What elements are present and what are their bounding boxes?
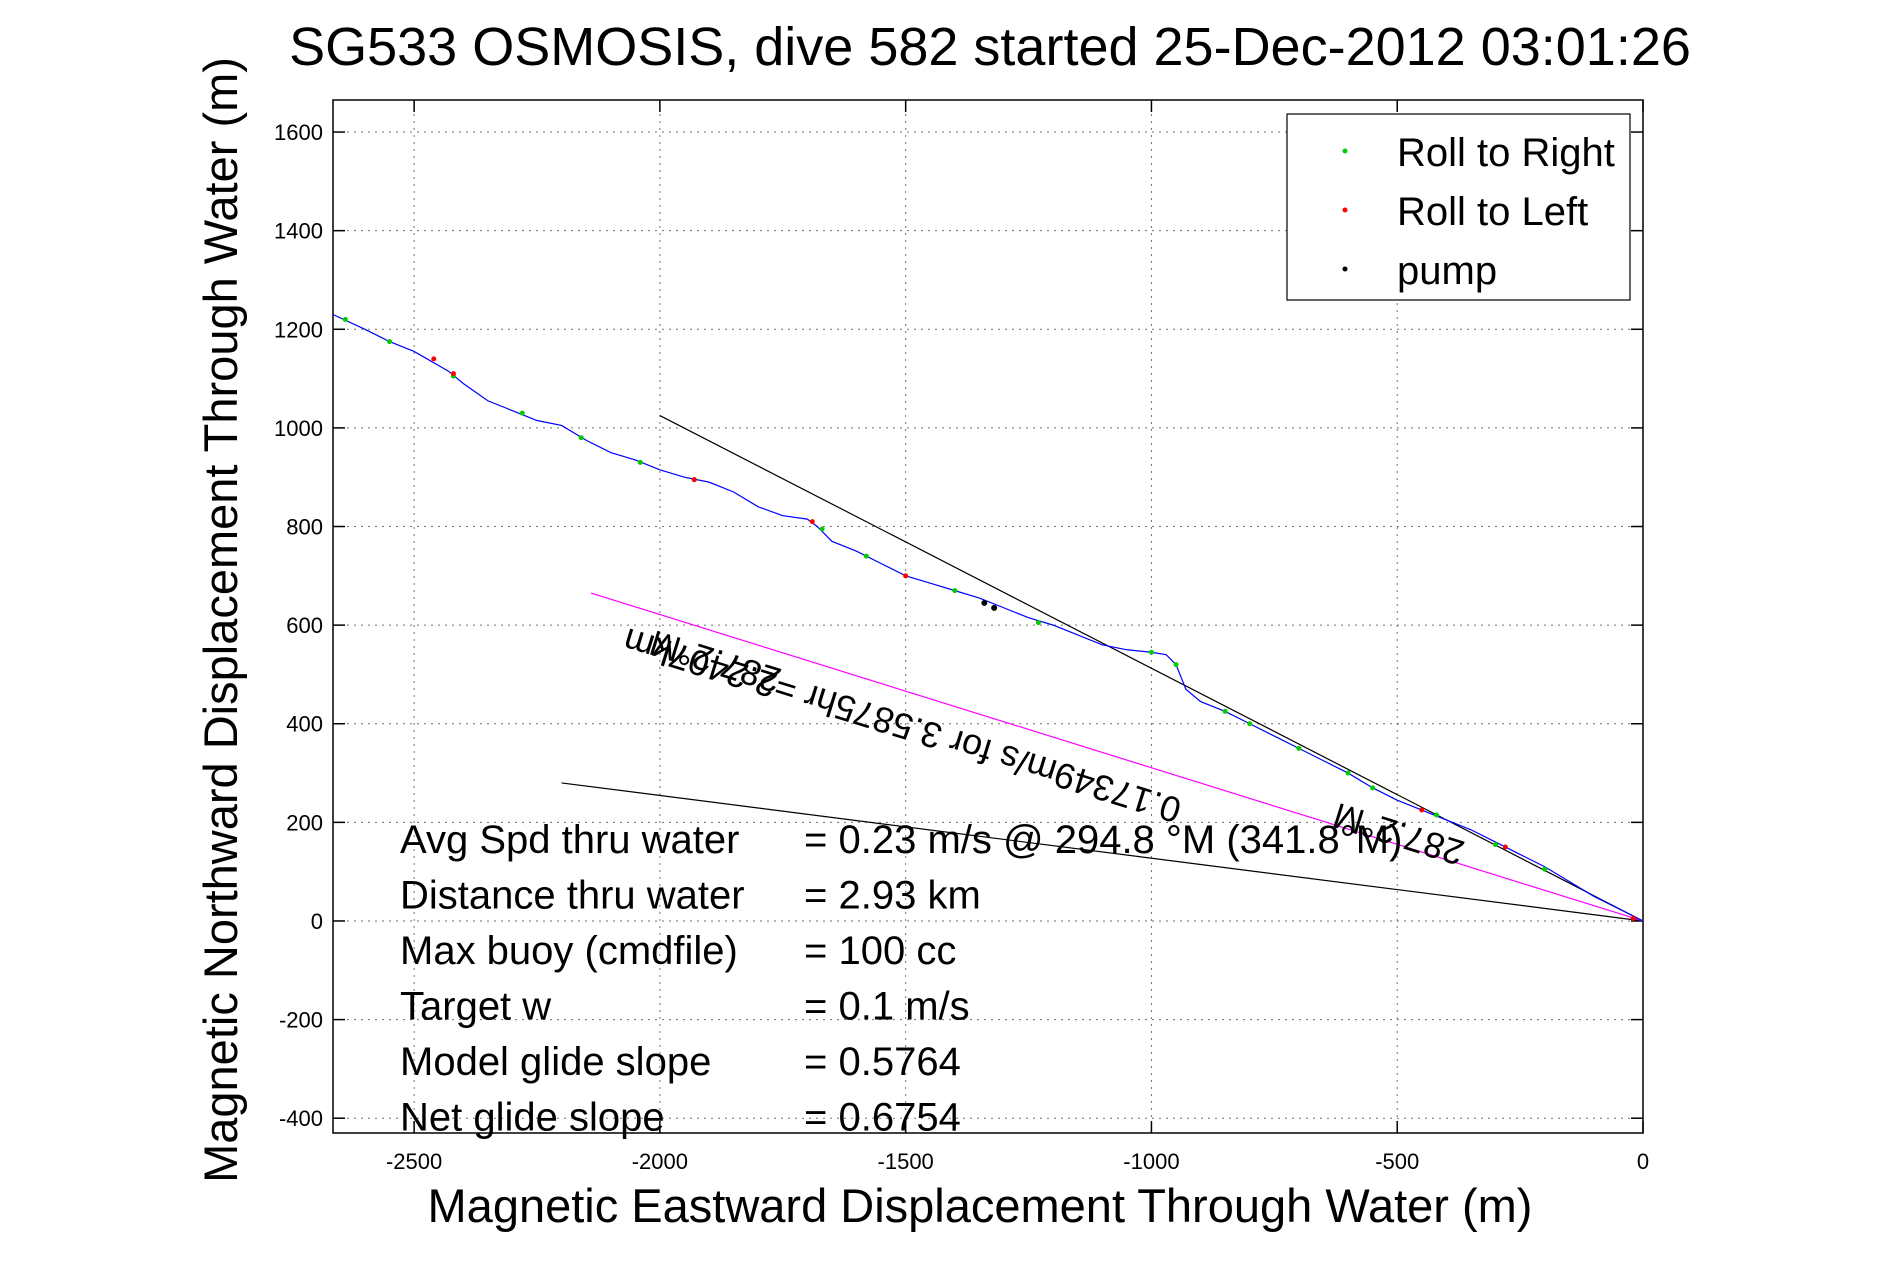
- info-label: Net glide slope: [400, 1096, 665, 1140]
- roll-right-point: [863, 553, 869, 559]
- y-tick-label: -200: [279, 1008, 323, 1033]
- x-tick-label: -500: [1375, 1149, 1419, 1174]
- legend: Roll to Right Roll to Left pump: [1286, 113, 1631, 301]
- x-tick-label: -1000: [1123, 1149, 1179, 1174]
- roll-right-point: [1370, 785, 1376, 791]
- roll-right-point: [1247, 721, 1253, 727]
- legend-label: Roll to Left: [1397, 190, 1588, 234]
- roll-right-point: [342, 316, 348, 322]
- roll-right-point: [1542, 866, 1548, 872]
- roll-right-point: [637, 459, 643, 465]
- info-label: Model glide slope: [400, 1040, 711, 1084]
- roll-left-point: [1502, 844, 1508, 850]
- roll-right-point: [1345, 770, 1351, 776]
- roll-right-point: [1493, 842, 1499, 848]
- roll-left-point: [1419, 807, 1425, 813]
- roll-right-point: [578, 435, 584, 441]
- track-line: [332, 313, 1644, 922]
- roll-right-point: [1173, 662, 1179, 668]
- x-tick-label: -1500: [878, 1149, 934, 1174]
- roll-left-point: [903, 573, 909, 579]
- y-tick-label: 600: [286, 613, 323, 638]
- legend-marker: [1342, 148, 1348, 154]
- black-line-2: [561, 782, 1644, 922]
- magenta-line: [590, 592, 1644, 922]
- info-value: = 0.1 m/s: [804, 985, 970, 1029]
- roll-right-point: [819, 526, 825, 532]
- info-value: = 2.93 km: [804, 874, 981, 918]
- info-value: = 0.6754: [804, 1096, 961, 1140]
- roll-right-point: [1296, 745, 1302, 751]
- roll-left-point: [450, 371, 456, 377]
- roll-right-point: [1148, 649, 1154, 655]
- roll-right-point: [387, 339, 393, 345]
- x-tick-label: -2000: [632, 1149, 688, 1174]
- roll-right-point: [1434, 812, 1440, 818]
- info-value: = 0.23 m/s @ 294.8 °M (341.8°M): [804, 818, 1402, 862]
- info-label: Max buoy (cmdfile): [400, 929, 738, 973]
- legend-label: Roll to Right: [1397, 131, 1615, 175]
- info-label: Avg Spd thru water: [400, 818, 739, 862]
- legend-marker: [1342, 266, 1348, 272]
- legend-marker: [1342, 207, 1348, 213]
- y-tick-label: 400: [286, 712, 323, 737]
- y-tick-label: -400: [279, 1106, 323, 1131]
- y-tick-label: 800: [286, 515, 323, 540]
- y-tick-label: 1200: [274, 317, 323, 342]
- y-tick-label: 1600: [274, 120, 323, 145]
- x-tick-label: -2500: [386, 1149, 442, 1174]
- y-tick-label: 1400: [274, 219, 323, 244]
- info-label: Target w: [400, 985, 551, 1029]
- annotation-2: 0.17349m/s for 3.5875hr =2.2407km: [618, 620, 1186, 831]
- pump-point: [981, 599, 988, 606]
- y-tick-label: 1000: [274, 416, 323, 441]
- plot-frame: [332, 99, 1644, 1134]
- chart-title: SG533 OSMOSIS, dive 582 started 25-Dec-2…: [289, 17, 1691, 77]
- roll-right-point: [952, 588, 958, 594]
- y-tick-label: 200: [286, 810, 323, 835]
- info-value: = 100 cc: [804, 929, 956, 973]
- info-label: Distance thru water: [400, 874, 745, 918]
- black-line-1: [659, 415, 1644, 922]
- roll-right-point: [1222, 708, 1228, 714]
- info-value: = 0.5764: [804, 1040, 961, 1084]
- y-axis-label: Magnetic Northward Displacement Through …: [194, 57, 247, 1183]
- roll-left-point: [431, 356, 437, 362]
- roll-left-point: [1630, 916, 1636, 922]
- legend-label: pump: [1397, 249, 1497, 293]
- roll-right-point: [519, 410, 525, 416]
- roll-left-point: [691, 477, 697, 483]
- pump-point: [991, 604, 998, 611]
- x-tick-label: 0: [1637, 1149, 1649, 1174]
- y-tick-label: 0: [311, 909, 323, 934]
- roll-right-point: [1035, 620, 1041, 626]
- roll-left-point: [809, 519, 815, 525]
- x-axis-label: Magnetic Eastward Displacement Through W…: [428, 1179, 1533, 1232]
- info-block: Avg Spd thru water = 0.23 m/s @ 294.8 °M …: [400, 818, 1402, 1140]
